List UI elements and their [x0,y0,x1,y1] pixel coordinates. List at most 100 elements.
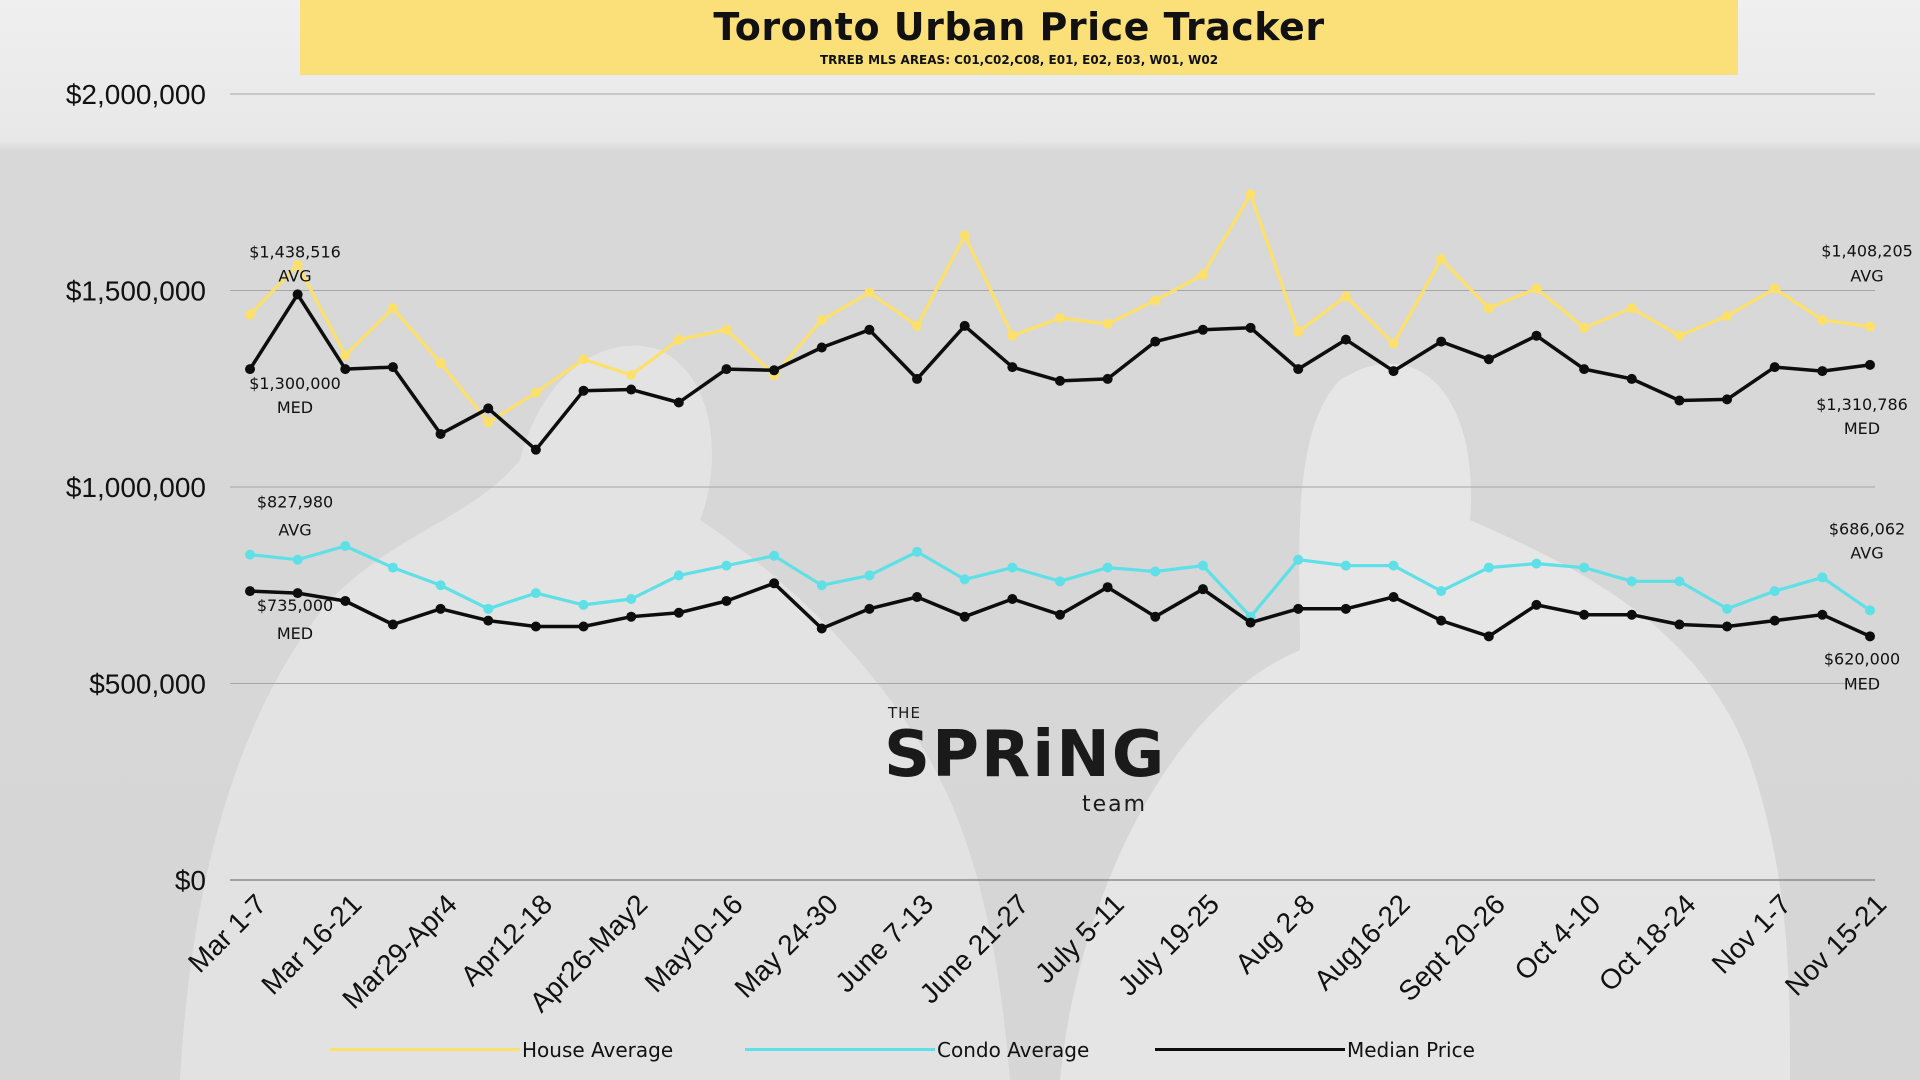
background-figure-left [180,345,1010,1080]
data-point [912,320,923,331]
data-point [1102,318,1113,329]
data-point [769,578,780,589]
data-point [1674,576,1685,587]
data-point [1817,314,1828,325]
data-point [578,354,589,365]
data-point [1197,269,1208,280]
data-point [530,621,541,632]
data-point [912,592,923,603]
data-point [1436,336,1447,347]
data-point [1102,373,1113,384]
data-point [245,364,255,375]
data-point [1626,609,1637,620]
data-point [1865,321,1875,332]
data-point [1674,330,1685,341]
data-point [1722,621,1733,632]
data-point [435,580,446,591]
data-point [1531,330,1542,341]
data-point [483,615,494,626]
data-point [1865,359,1875,370]
data-point [1674,395,1685,406]
data-point [1150,611,1161,622]
data-point [340,540,351,551]
legend-swatch-median [1155,1048,1345,1051]
data-point [673,334,684,345]
annotation-value: $827,980 [257,493,333,512]
data-point [1436,254,1447,265]
data-point [721,324,732,335]
data-point [340,595,351,606]
data-point [1579,322,1590,333]
series-median-3 [245,578,1875,642]
data-point [1531,558,1542,569]
data-point [816,314,827,325]
data-point [1626,373,1637,384]
data-point [1626,576,1637,587]
data-point [1769,615,1780,626]
data-point [530,444,541,455]
data-point [1483,562,1494,573]
data-point [1865,605,1875,616]
annotation-tag: AVG [278,267,311,286]
annotation-value: $1,438,516 [249,243,341,262]
data-point [1150,336,1161,347]
background-figure-right [1060,363,1790,1080]
data-point [769,550,780,561]
chart-subtitle: TRREB MLS AREAS: C01,C02,C08, E01, E02, … [819,53,1219,67]
data-point [1388,338,1399,349]
data-point [1197,324,1208,335]
data-point [1007,562,1018,573]
annotation-value: $620,000 [1824,649,1900,668]
legend-label-condo: Condo Average [937,1038,1090,1062]
data-point [721,364,732,375]
data-point [245,549,255,560]
data-point [1340,603,1351,614]
annotations: $1,438,516 AVG $1,300,000 MED $827,980 AVG $73… [249,242,1913,694]
data-point [1531,599,1542,610]
data-point [1817,609,1828,620]
data-point [1817,366,1828,377]
y-tick-label: $0 [175,865,206,896]
title-banner: Toronto Urban Price Tracker TRREB MLS AR… [300,0,1738,75]
annotation-value: $1,310,786 [1816,395,1908,414]
data-point [1245,322,1256,333]
data-point [387,619,398,630]
data-point [959,320,970,331]
data-point [1769,586,1780,597]
data-point [673,570,684,581]
data-point [1293,554,1304,565]
data-point [912,546,923,557]
data-point [1769,362,1780,373]
data-point [673,397,684,408]
data-point [292,588,303,599]
data-point [1055,313,1065,324]
annotation-tag: AVG [278,521,311,540]
data-point [1150,566,1161,577]
data-point [1579,562,1590,573]
annotation-value: $686,062 [1829,519,1905,538]
data-point [1340,334,1351,345]
y-axis: $0 $500,000 $1,000,000 $1,500,000 $2,000,000 [66,79,206,896]
legend-swatch-house [330,1048,520,1051]
data-point [578,385,589,396]
data-point [1055,375,1065,386]
data-point [578,599,589,610]
gridlines [230,93,1875,881]
logo-team: team [1082,792,1148,817]
data-point [721,595,732,606]
data-point [245,586,255,597]
annotation-value: $735,000 [257,596,333,615]
data-point [387,562,398,573]
data-point [864,287,875,298]
legend: House Average Condo Average Median Price [330,1035,1630,1065]
annotation-tag: AVG [1850,543,1883,562]
data-point [1245,617,1256,628]
data-point [292,554,303,565]
data-point [1769,283,1780,294]
legend-swatch-condo [745,1048,935,1051]
data-point [959,574,970,585]
data-point [530,588,541,599]
data-point [340,350,351,361]
annotation-tag: MED [1844,419,1880,438]
data-point [1531,283,1542,294]
